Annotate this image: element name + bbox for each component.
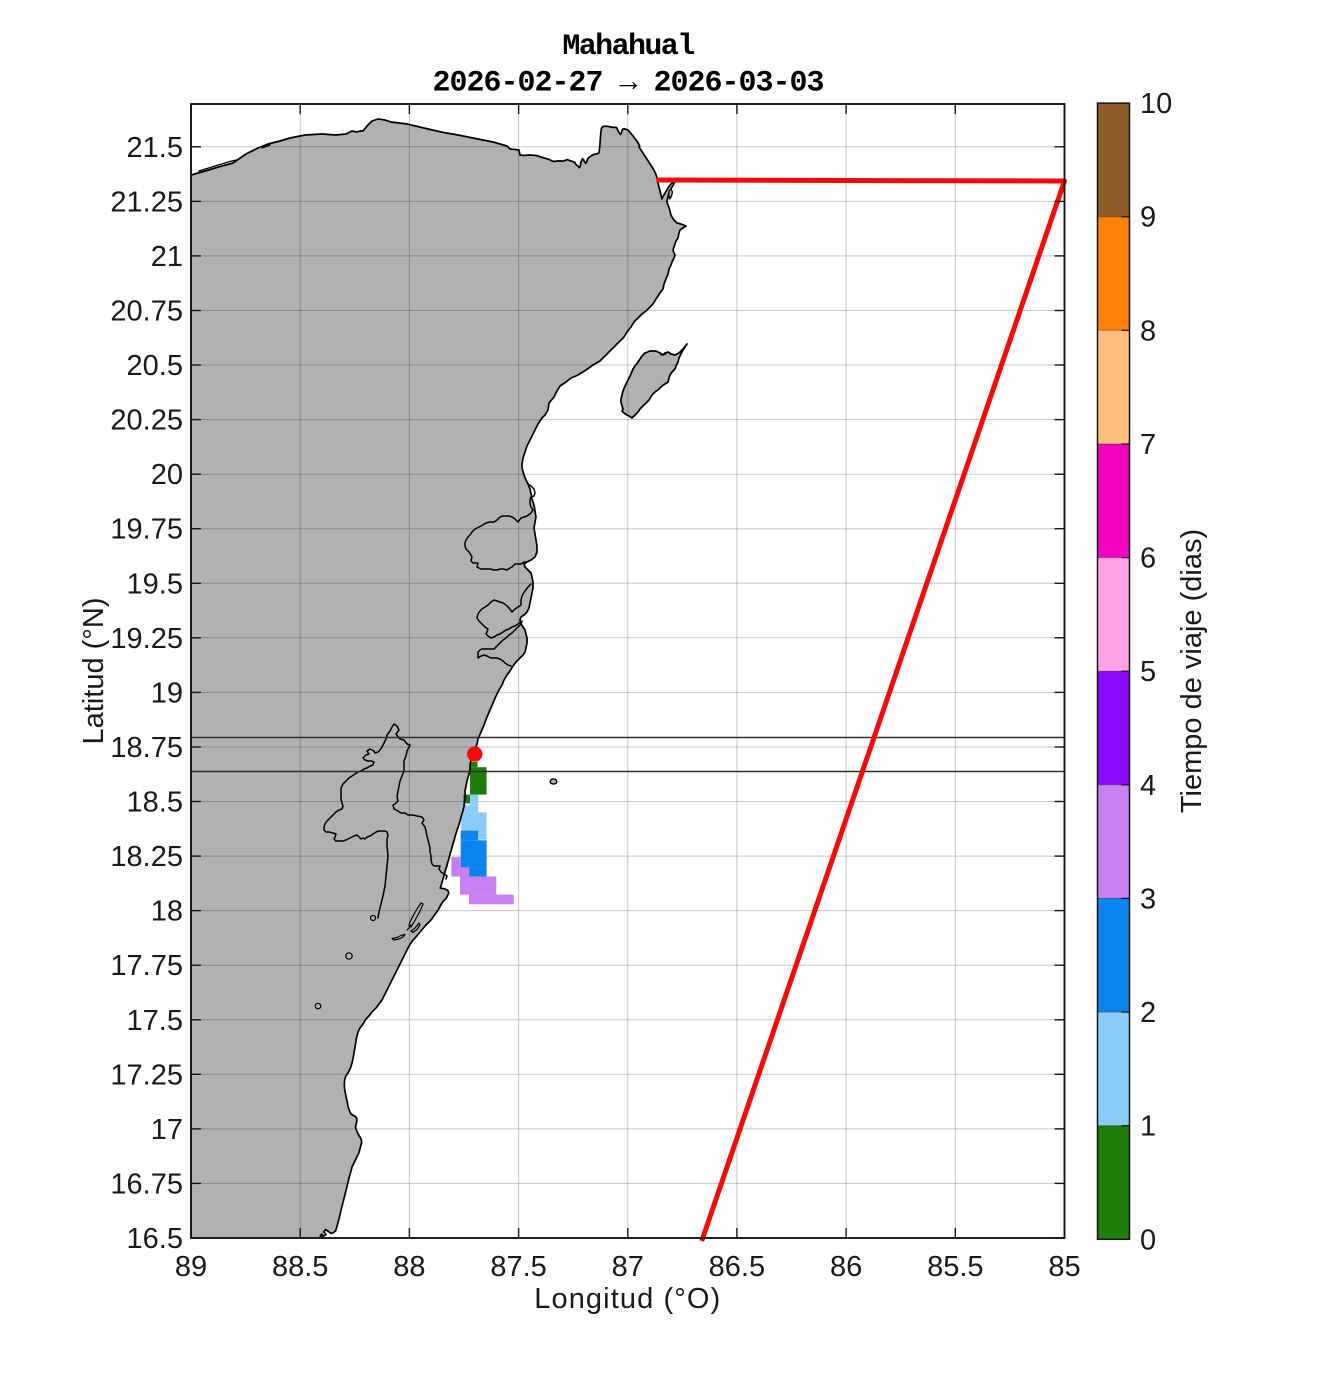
svg-text:16.5: 16.5 — [127, 1223, 183, 1255]
svg-text:Mahahual: Mahahual — [562, 30, 694, 64]
svg-text:21.25: 21.25 — [110, 186, 183, 218]
svg-text:2: 2 — [1140, 997, 1156, 1029]
svg-text:17.5: 17.5 — [127, 1005, 183, 1037]
svg-text:20.75: 20.75 — [110, 296, 183, 328]
svg-text:18: 18 — [151, 896, 183, 928]
svg-text:88: 88 — [393, 1251, 425, 1283]
svg-text:18.75: 18.75 — [110, 732, 183, 764]
svg-text:86: 86 — [830, 1251, 862, 1283]
svg-text:20.5: 20.5 — [127, 350, 183, 382]
svg-text:20.25: 20.25 — [110, 405, 183, 437]
svg-text:7: 7 — [1140, 429, 1156, 461]
svg-text:87: 87 — [612, 1251, 644, 1283]
svg-text:8: 8 — [1140, 315, 1156, 347]
svg-text:86.5: 86.5 — [709, 1251, 765, 1283]
svg-text:5: 5 — [1140, 656, 1156, 688]
svg-text:89: 89 — [175, 1251, 207, 1283]
svg-text:19: 19 — [151, 677, 183, 709]
svg-text:19.75: 19.75 — [110, 514, 183, 546]
svg-text:18.25: 18.25 — [110, 841, 183, 873]
svg-text:2026-02-27 → 2026-03-03: 2026-02-27 → 2026-03-03 — [432, 67, 823, 101]
svg-text:9: 9 — [1140, 202, 1156, 234]
svg-text:4: 4 — [1140, 770, 1156, 802]
svg-text:0: 0 — [1140, 1224, 1156, 1256]
svg-text:10: 10 — [1140, 88, 1172, 120]
svg-text:20: 20 — [151, 459, 183, 491]
svg-text:19.25: 19.25 — [110, 623, 183, 655]
svg-text:85: 85 — [1048, 1251, 1080, 1283]
svg-text:3: 3 — [1140, 883, 1156, 915]
svg-text:18.5: 18.5 — [127, 787, 183, 819]
svg-text:17.75: 17.75 — [110, 950, 183, 982]
svg-text:Latitud (°N): Latitud (°N) — [78, 598, 110, 745]
svg-text:17.25: 17.25 — [110, 1059, 183, 1091]
svg-text:6: 6 — [1140, 543, 1156, 575]
svg-text:21: 21 — [151, 241, 183, 273]
svg-text:21.5: 21.5 — [127, 132, 183, 164]
svg-text:1: 1 — [1140, 1111, 1156, 1143]
svg-text:16.75: 16.75 — [110, 1168, 183, 1200]
svg-text:19.5: 19.5 — [127, 568, 183, 600]
svg-text:87.5: 87.5 — [490, 1251, 546, 1283]
svg-text:Tiempo de viaje (dias): Tiempo de viaje (dias) — [1176, 529, 1208, 813]
svg-text:85.5: 85.5 — [927, 1251, 983, 1283]
svg-text:Longitud (°O): Longitud (°O) — [534, 1283, 721, 1315]
svg-text:17: 17 — [151, 1114, 183, 1146]
svg-text:88.5: 88.5 — [272, 1251, 328, 1283]
